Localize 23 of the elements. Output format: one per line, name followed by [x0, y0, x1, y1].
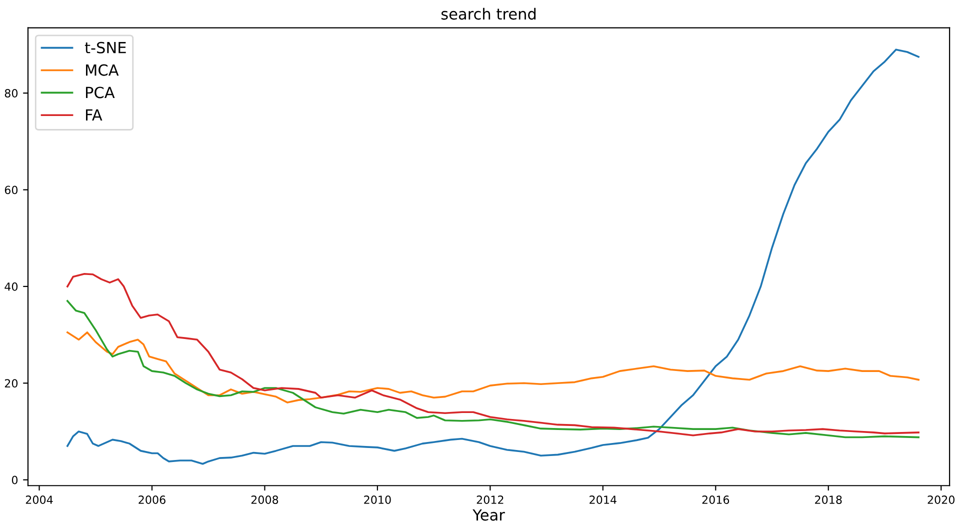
- legend-label: MCA: [86, 64, 119, 76]
- chart-title: search trend: [441, 8, 536, 20]
- x-tick-label: 2010: [364, 496, 391, 504]
- line-series: [66, 331, 920, 404]
- x-tick-label: 2012: [476, 496, 504, 504]
- x-axis-title: Year: [472, 509, 505, 521]
- x-tick-label: 2006: [138, 496, 166, 504]
- x-tick-label: 2004: [26, 496, 53, 504]
- x-tick-label: 2008: [251, 496, 278, 504]
- legend-label: FA: [86, 109, 102, 120]
- y-tick-label: 60: [4, 186, 18, 194]
- y-tick-label: 0: [12, 476, 18, 484]
- x-tick-label: 2018: [815, 496, 842, 504]
- x-tick-label: 2014: [590, 496, 616, 504]
- legend-label: t-SNE: [84, 42, 126, 54]
- y-tick-label: 40: [4, 282, 18, 291]
- y-tick-label: 20: [4, 379, 18, 388]
- x-tick-label: 2020: [928, 496, 955, 504]
- x-tick-label: 2016: [702, 496, 730, 504]
- line-series: [66, 300, 920, 438]
- line-series: [66, 272, 920, 436]
- y-tick-label: 80: [4, 89, 18, 98]
- legend-label: PCA: [86, 86, 115, 98]
